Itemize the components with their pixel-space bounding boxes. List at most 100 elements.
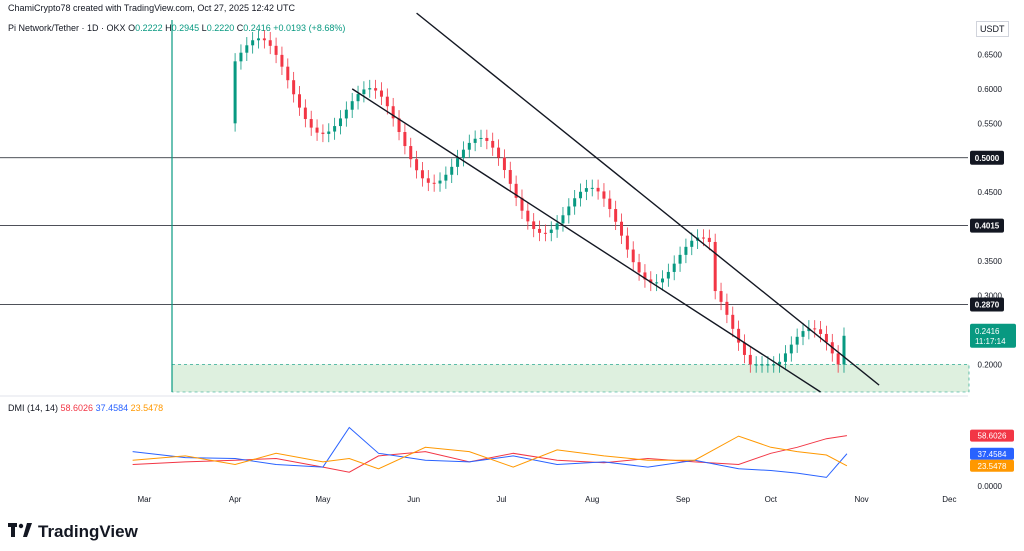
candle-body (666, 271, 670, 279)
candle-body (303, 107, 307, 120)
dmi-plus-tag (970, 429, 1014, 442)
candle-body (725, 301, 729, 315)
candle-body (420, 170, 424, 179)
candle-body (532, 221, 536, 229)
candle-body (479, 137, 483, 139)
candle-body (338, 118, 342, 127)
x-tick-label: May (315, 495, 330, 504)
currency-button[interactable]: USDT (976, 21, 1009, 37)
candle-body (555, 223, 559, 230)
candle-body (637, 262, 641, 273)
candle-body (713, 241, 717, 292)
candle-body (620, 221, 624, 236)
price-level-tag: 0.4015 (970, 218, 1004, 233)
change-value: +0.0193 (+8.68%) (273, 23, 346, 33)
candle-body (842, 335, 846, 365)
y-tick-label: 0.3500 (978, 257, 1003, 266)
dmi-line-di (132, 435, 847, 473)
candle-body (567, 206, 571, 216)
candle-body (602, 191, 606, 199)
candle-body (497, 147, 501, 158)
candle-body (543, 232, 547, 234)
x-tick-label: Oct (765, 495, 778, 504)
price-level-tag-bg (970, 297, 1004, 312)
candle-body (385, 96, 389, 107)
candle-body (415, 159, 419, 171)
y-tick-label: 0.6500 (978, 50, 1003, 59)
candle-body (754, 364, 758, 366)
dmi-plus-tag-label: 58.6026 (978, 432, 1007, 441)
dmi-legend: DMI (14, 14) 58.6026 37.4584 23.5478 (8, 403, 163, 413)
candle-body (836, 353, 840, 365)
channel-upper-line (416, 12, 880, 386)
candle-body (549, 229, 553, 233)
candle-body (333, 126, 337, 132)
candle-body (783, 353, 787, 362)
candle-body (672, 263, 676, 272)
high-label: H (165, 23, 172, 33)
candle-body (450, 166, 454, 175)
channel-lower-line (351, 88, 821, 393)
candle-body (391, 106, 395, 119)
candle-body (309, 119, 313, 128)
candle-body (491, 140, 495, 148)
candle-body (772, 364, 776, 366)
tradingview-logo[interactable]: TradingView (8, 522, 138, 542)
candle-body (520, 197, 524, 211)
symbol-label[interactable]: Pi Network/Tether · 1D · OKX (8, 23, 126, 33)
candle-body (678, 254, 682, 264)
price-level-tag: 0.5000 (970, 150, 1004, 165)
low-value: 0.2220 (206, 23, 235, 33)
y-tick-label: 0.3000 (978, 292, 1003, 301)
dmi-adx-tag (970, 459, 1014, 472)
open-value: 0.2222 (135, 23, 163, 33)
dmi-adx-tag-label: 23.5478 (978, 462, 1007, 471)
candle-body (526, 210, 530, 222)
candle-body (660, 278, 664, 283)
candle-body (344, 109, 348, 119)
candle-body (514, 183, 518, 198)
close-label: C (236, 23, 244, 33)
candle-body (444, 174, 448, 181)
dmi-minus-tag-label: 37.4584 (978, 450, 1007, 459)
dmi-minus-value: 37.4584 (95, 403, 129, 413)
candle-body (456, 158, 460, 167)
attribution-text: ChamiCrypto78 created with TradingView.c… (8, 3, 295, 13)
candle-body (461, 149, 465, 159)
candle-body (748, 354, 752, 365)
x-tick-label: Sep (676, 495, 691, 504)
candle-body (631, 249, 635, 263)
dmi-adx-value: 23.5478 (130, 403, 164, 413)
candle-body (350, 101, 354, 110)
candle-body (280, 54, 284, 67)
candle-body (432, 182, 436, 184)
candle-body (731, 314, 735, 329)
x-tick-label: Jun (407, 495, 420, 504)
candle-body (438, 180, 442, 184)
candle-body (368, 88, 372, 90)
candle-body (561, 215, 565, 224)
high-value: 0.2945 (171, 23, 200, 33)
x-tick-label: Nov (854, 495, 868, 504)
x-tick-label: Apr (229, 495, 242, 504)
candle-body (584, 188, 588, 192)
candle-body (257, 38, 261, 41)
last-price-label: 0.2416 (975, 327, 1000, 336)
candle-body (608, 198, 612, 210)
candle-body (321, 132, 325, 134)
candle-body (426, 178, 430, 183)
y-tick-label: 0.4500 (978, 188, 1003, 197)
candle-body (766, 364, 770, 366)
candle-body (233, 61, 237, 124)
candle-body (742, 342, 746, 355)
candle-body (268, 40, 272, 46)
candle-body (409, 146, 413, 160)
tv-logo-icon (8, 522, 34, 542)
dmi-label[interactable]: DMI (14, 14) (8, 403, 59, 413)
candle-body (649, 279, 653, 283)
brand-label: TradingView (38, 522, 138, 541)
price-level-label: 0.4015 (975, 222, 1000, 231)
ohlc-legend: Pi Network/Tether · 1D · OKX O0.2222 H0.… (8, 23, 345, 33)
candle-body (737, 328, 741, 343)
